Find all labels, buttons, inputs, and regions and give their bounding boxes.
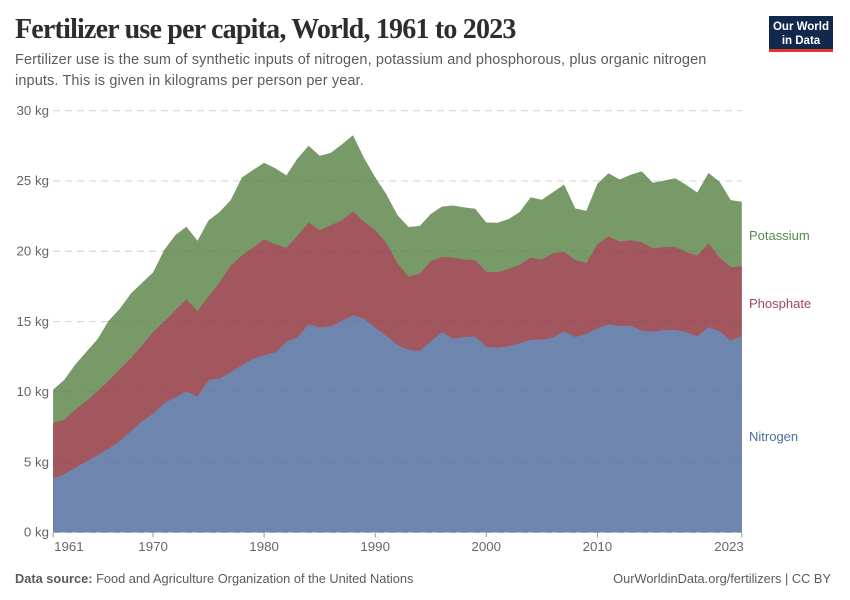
svg-text:2010: 2010 [583, 539, 613, 554]
svg-text:2023: 2023 [714, 539, 744, 554]
svg-text:1970: 1970 [138, 539, 168, 554]
svg-text:1961: 1961 [54, 539, 84, 554]
svg-text:15 kg: 15 kg [16, 314, 49, 329]
svg-text:30 kg: 30 kg [16, 103, 49, 118]
svg-text:1990: 1990 [360, 539, 390, 554]
svg-text:0 kg: 0 kg [24, 525, 49, 540]
svg-text:1980: 1980 [249, 539, 279, 554]
svg-text:2000: 2000 [472, 539, 502, 554]
svg-text:20 kg: 20 kg [16, 244, 49, 259]
svg-text:5 kg: 5 kg [24, 454, 49, 469]
svg-text:10 kg: 10 kg [16, 384, 49, 399]
svg-text:25 kg: 25 kg [16, 173, 49, 188]
